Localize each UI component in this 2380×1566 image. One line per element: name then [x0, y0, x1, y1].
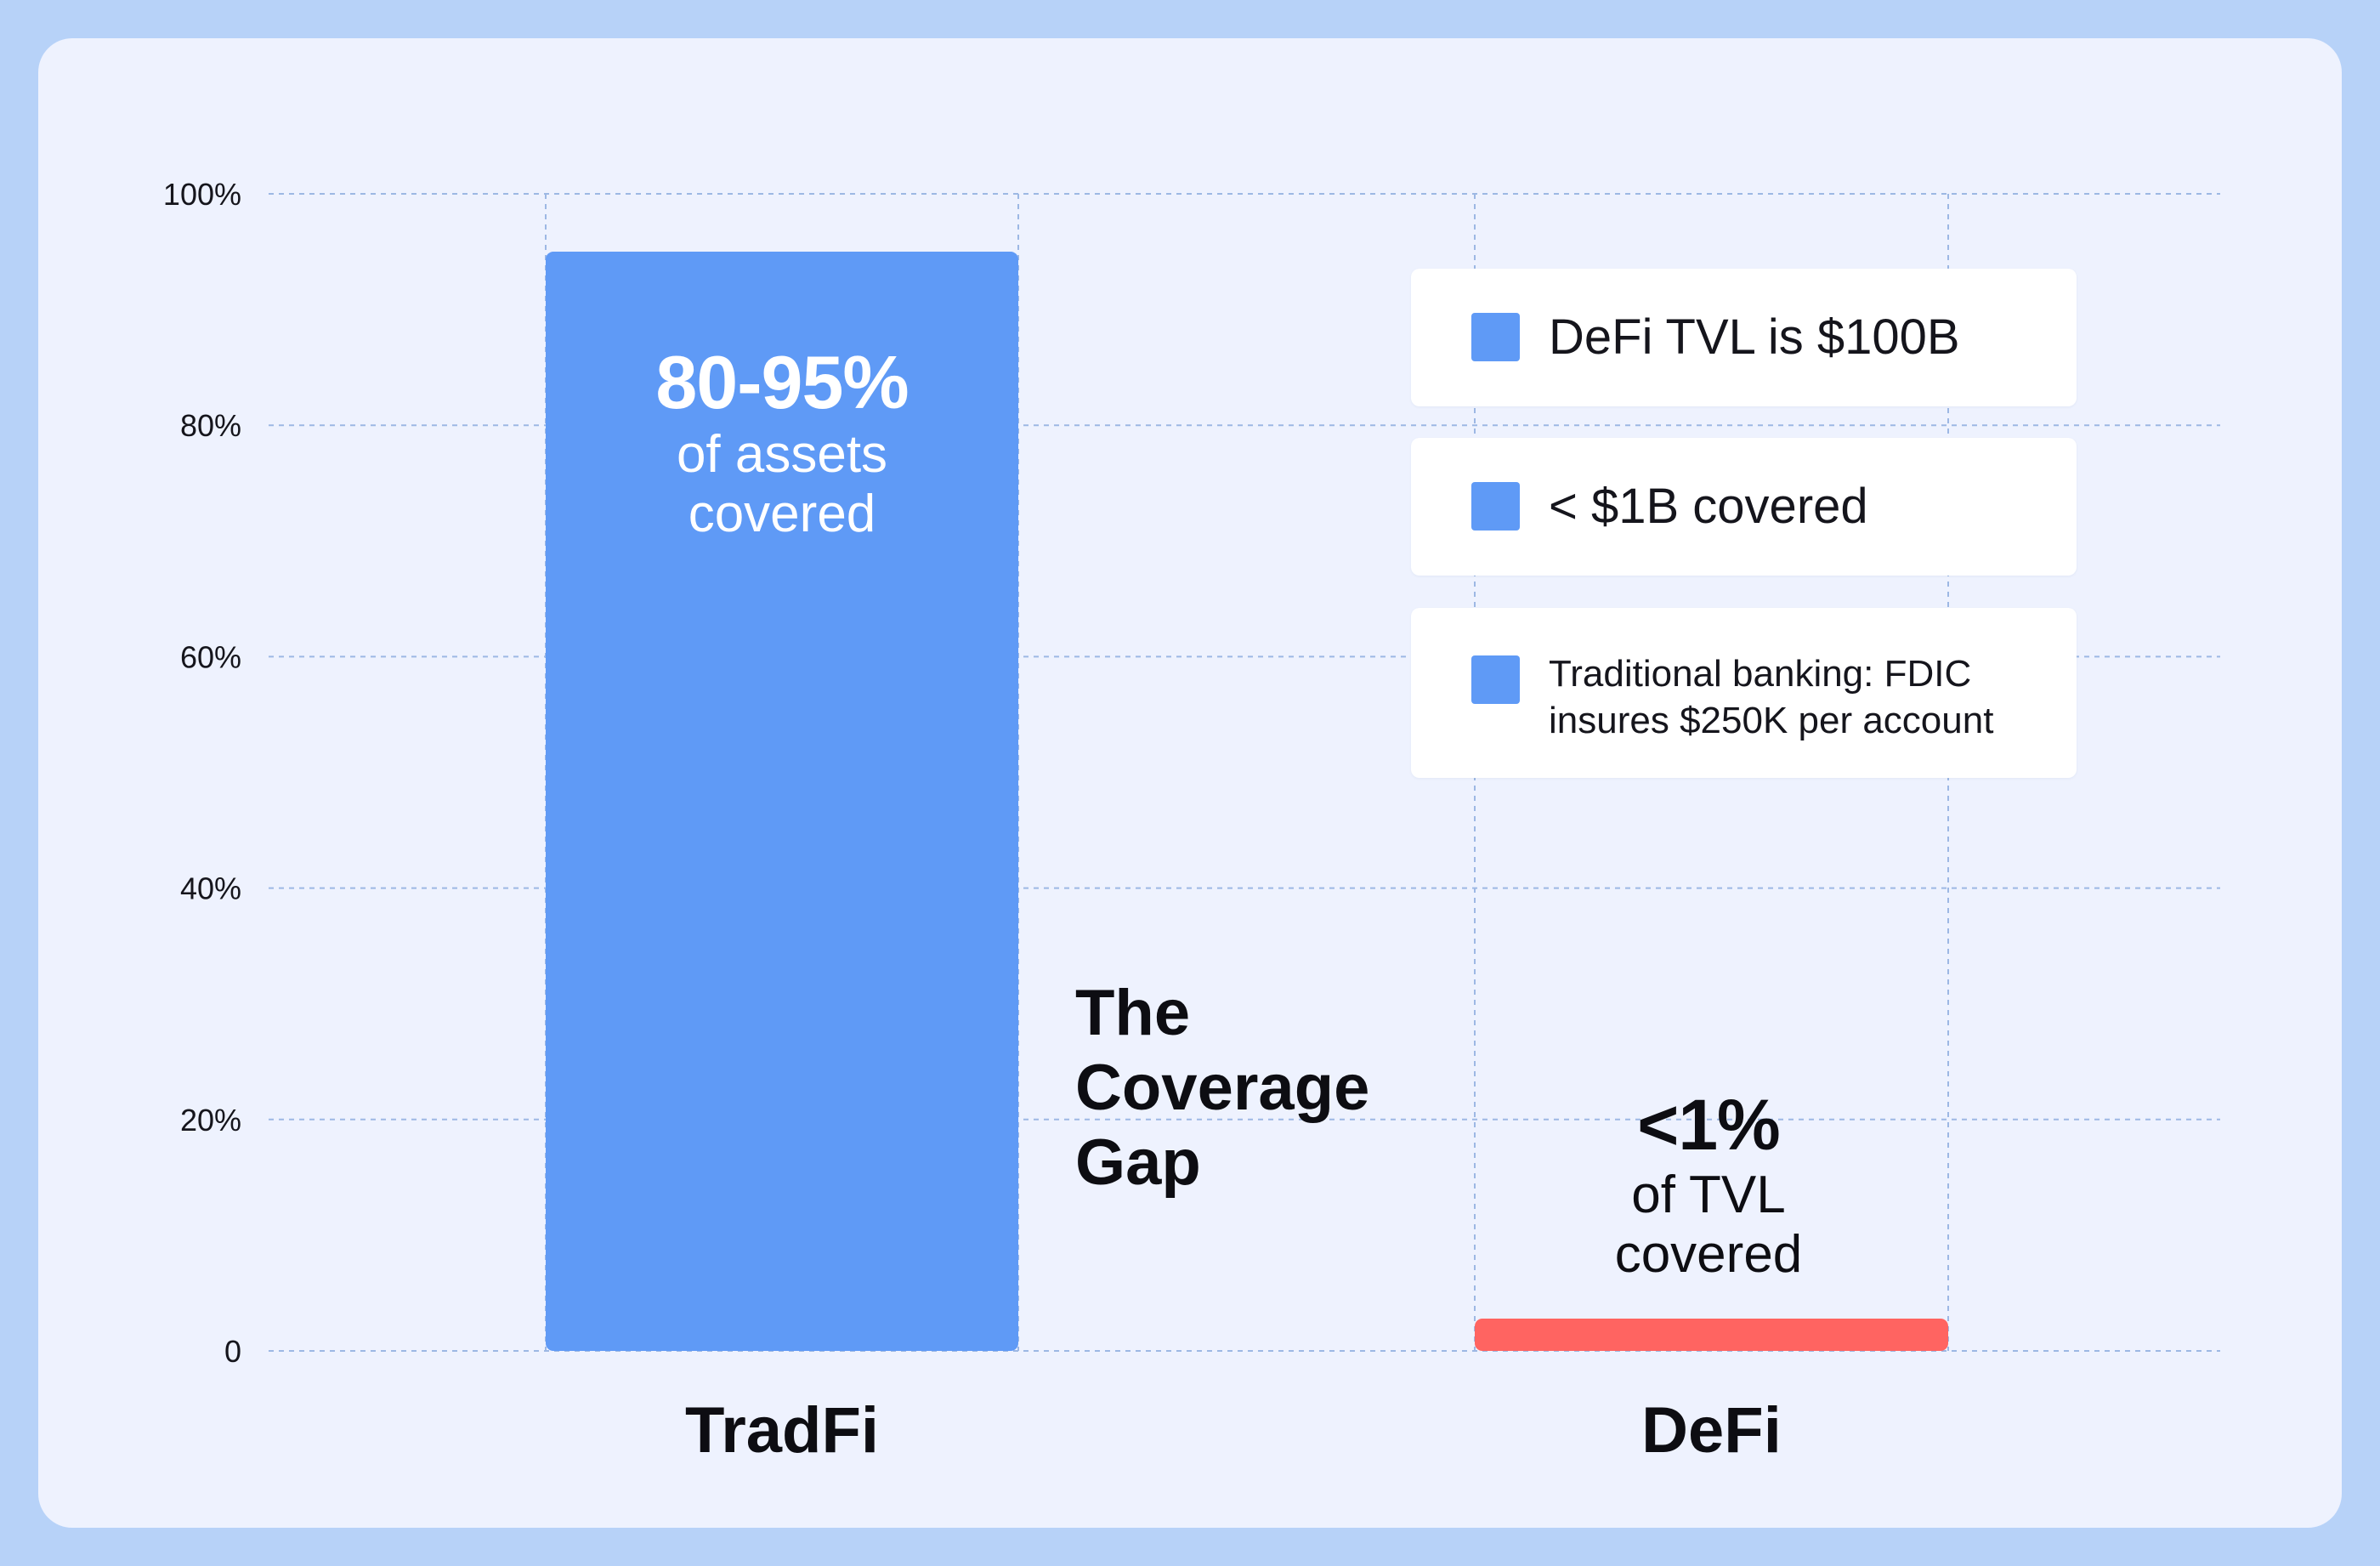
- defi-caption-line2: covered: [1614, 1225, 1803, 1284]
- tradfi-bar-label: 80-95% of assets covered: [546, 340, 1018, 544]
- defi-caption-line1: of TVL: [1631, 1166, 1786, 1224]
- legend-text: Traditional banking: FDIC insures $250K …: [1549, 650, 2043, 744]
- y-tick-label: 20%: [180, 1103, 241, 1138]
- annotation-line1: The: [1075, 977, 1191, 1049]
- y-tick-label: 0: [224, 1334, 241, 1369]
- legend-text-line2: insures $250K per account: [1549, 700, 1994, 741]
- legend-item-defi-tvl: DeFi TVL is $100B: [1411, 269, 2077, 406]
- bars: [546, 252, 1948, 1351]
- legend-text: < $1B covered: [1549, 479, 1868, 534]
- annotation-line3: Gap: [1075, 1126, 1201, 1199]
- tradfi-value-label: 80-95%: [655, 340, 909, 424]
- legend-swatch: [1471, 313, 1520, 361]
- coverage-gap-annotation: The Coverage Gap: [1075, 976, 1449, 1200]
- legend-text-line1: Traditional banking: FDIC: [1549, 653, 1972, 695]
- y-tick-label: 100%: [163, 177, 241, 212]
- legend-item-covered: < $1B covered: [1411, 438, 2077, 576]
- defi-value-label: <1%: [1637, 1085, 1780, 1165]
- y-tick-label: 80%: [180, 408, 241, 443]
- x-axis-label-defi: DeFi: [1641, 1394, 1782, 1467]
- legend-swatch: [1471, 482, 1520, 531]
- y-axis-ticks: 0 20% 40% 60% 80% 100%: [163, 177, 241, 1369]
- bar-tradfi: [546, 252, 1018, 1351]
- defi-bar-label: <1% of TVL covered: [1479, 1084, 1938, 1285]
- tradfi-caption-line2: covered: [688, 485, 876, 543]
- bar-defi: [1475, 1319, 1948, 1351]
- legend-swatch: [1471, 655, 1520, 704]
- annotation-line2: Coverage: [1075, 1052, 1370, 1124]
- tradfi-caption-line1: of assets: [676, 425, 888, 484]
- x-axis-labels: TradFi DeFi: [685, 1394, 1782, 1467]
- y-tick-label: 60%: [180, 639, 241, 674]
- x-axis-label-tradfi: TradFi: [685, 1394, 879, 1467]
- legend-text: DeFi TVL is $100B: [1549, 309, 1960, 365]
- y-tick-label: 40%: [180, 871, 241, 906]
- legend-item-fdic: Traditional banking: FDIC insures $250K …: [1411, 608, 2077, 778]
